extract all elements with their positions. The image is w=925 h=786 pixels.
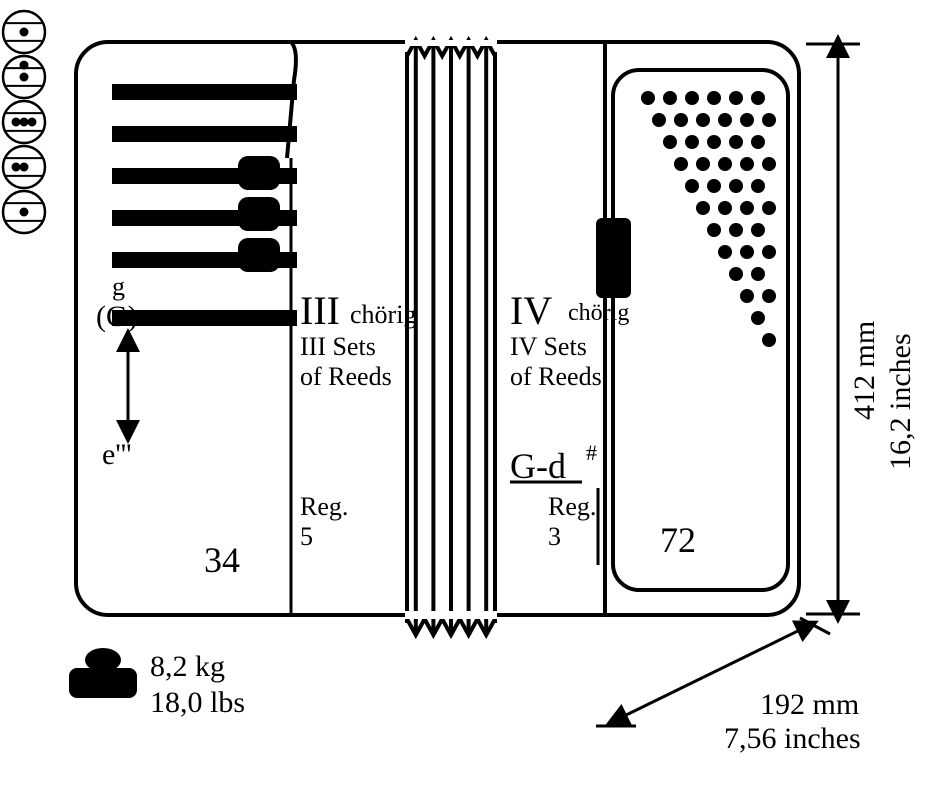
bass-choirs-roman: IV xyxy=(510,288,552,334)
bass-button xyxy=(740,201,754,215)
bass-panel xyxy=(613,70,788,590)
bass-button xyxy=(762,113,776,127)
bass-button xyxy=(762,289,776,303)
key-bar xyxy=(112,126,297,142)
bass-button xyxy=(751,179,765,193)
treble-sets-label: III Sets of Reeds xyxy=(300,332,392,392)
bass-button xyxy=(707,179,721,193)
weight-icon xyxy=(69,648,137,698)
bass-button xyxy=(707,135,721,149)
bass-choirs-suffix: chörig xyxy=(568,300,629,328)
treble-keys-count: 34 xyxy=(204,540,240,581)
bass-button xyxy=(751,223,765,237)
bass-reg-label: Reg. 3 xyxy=(548,492,596,552)
bass-button xyxy=(762,201,776,215)
key-bar xyxy=(112,310,297,326)
bass-button xyxy=(751,267,765,281)
height-mm-label: 412 mm xyxy=(848,321,883,420)
bass-button xyxy=(729,179,743,193)
bass-button xyxy=(740,157,754,171)
bass-button xyxy=(729,223,743,237)
bass-button xyxy=(718,113,732,127)
bass-button xyxy=(740,289,754,303)
depth-mm-label: 192 mm xyxy=(760,688,859,723)
bass-button xyxy=(729,91,743,105)
bass-button xyxy=(740,113,754,127)
bass-button xyxy=(652,113,666,127)
bass-button xyxy=(641,91,655,105)
key-bar xyxy=(112,84,297,100)
bass-button xyxy=(674,157,688,171)
bass-range-label: G-d xyxy=(510,446,566,487)
bass-button xyxy=(762,157,776,171)
black-key xyxy=(238,197,280,231)
weight-lbs-label: 18,0 lbs xyxy=(150,686,245,721)
bass-button xyxy=(729,135,743,149)
black-key xyxy=(238,238,280,272)
bass-button xyxy=(696,113,710,127)
bass-button xyxy=(663,91,677,105)
bass-button xyxy=(685,135,699,149)
bass-button xyxy=(718,157,732,171)
bass-button xyxy=(718,201,732,215)
bass-button xyxy=(674,113,688,127)
treble-reg-label: Reg. 5 xyxy=(300,492,348,552)
note-G-label: (G) xyxy=(96,300,138,335)
bass-buttons-count: 72 xyxy=(660,520,696,561)
bass-button xyxy=(762,245,776,259)
bass-button xyxy=(740,245,754,259)
bass-button xyxy=(707,223,721,237)
bass-button xyxy=(751,135,765,149)
treble-choirs-roman: III xyxy=(300,288,340,334)
strap-tab xyxy=(596,218,631,298)
diagram-svg xyxy=(0,0,925,786)
height-in-label: 16,2 inches xyxy=(884,333,919,470)
bass-button xyxy=(696,157,710,171)
bass-button xyxy=(729,267,743,281)
bass-sets-label: IV Sets of Reeds xyxy=(510,332,602,392)
note-g-label: g xyxy=(112,272,125,302)
treble-choirs-suffix: chörig xyxy=(350,300,416,330)
weight-kg-label: 8,2 kg xyxy=(150,650,225,685)
bass-button xyxy=(751,311,765,325)
depth-in-label: 7,56 inches xyxy=(724,722,861,757)
bass-button xyxy=(696,201,710,215)
bass-range-sharp: # xyxy=(586,440,597,465)
bass-button xyxy=(663,135,677,149)
bass-button xyxy=(718,245,732,259)
bass-button xyxy=(685,91,699,105)
black-key xyxy=(238,156,280,190)
bass-button xyxy=(762,333,776,347)
note-e3-label: e''' xyxy=(102,438,132,473)
bass-button xyxy=(751,91,765,105)
bass-button xyxy=(685,179,699,193)
bass-button xyxy=(707,91,721,105)
bass-range-tick: ' xyxy=(602,446,607,481)
